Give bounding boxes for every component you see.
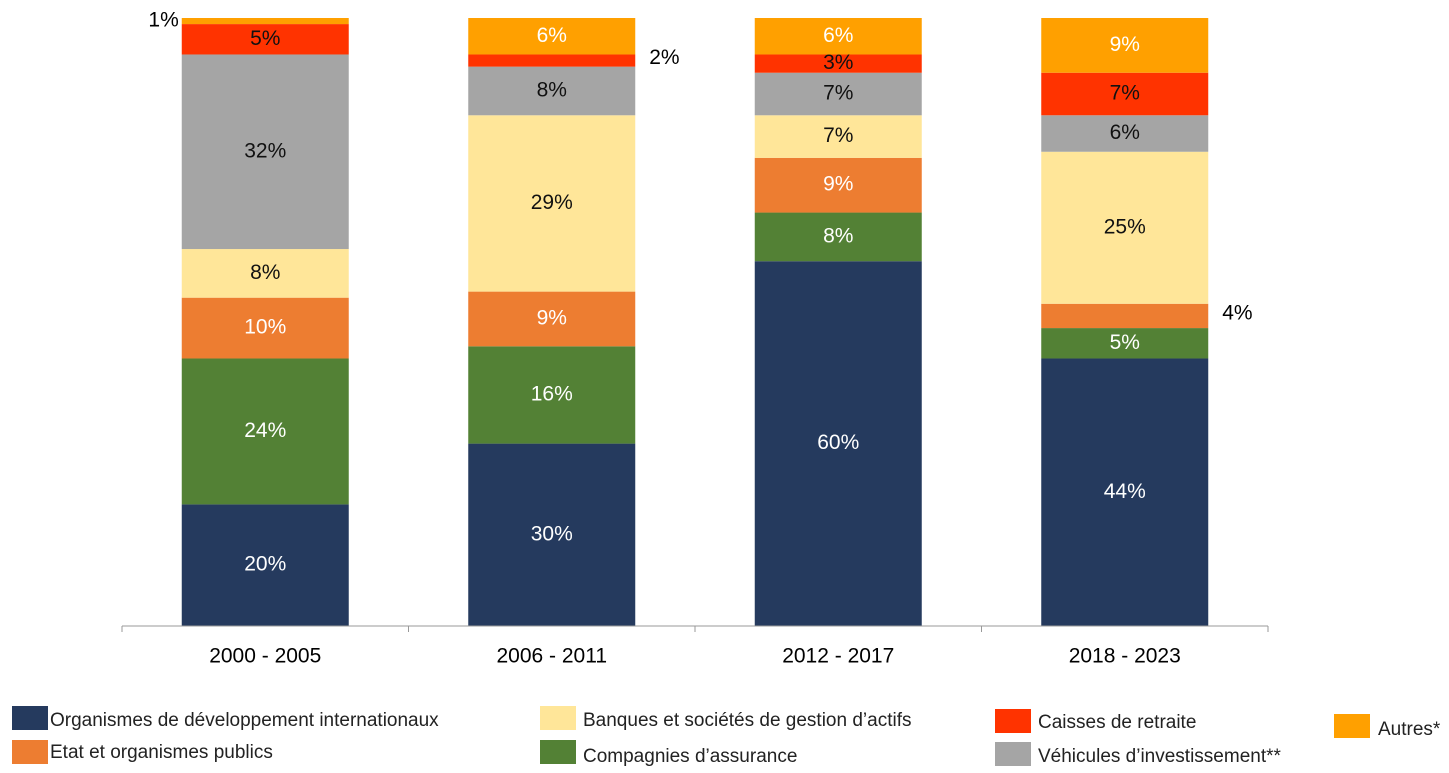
legend-label: Autres* [1378, 719, 1441, 740]
data-label: 44% [1104, 480, 1146, 503]
bar-segment [1041, 303, 1209, 329]
data-label: 6% [537, 24, 567, 47]
bar-segment [181, 297, 349, 359]
bar-segment [468, 291, 636, 347]
data-label: 7% [1110, 82, 1140, 105]
bar-segment [1041, 151, 1209, 304]
bar-segment [754, 54, 922, 73]
x-tick-label: 2006 - 2011 [496, 645, 607, 668]
data-label: 9% [823, 173, 853, 196]
bar-segment [1041, 72, 1209, 116]
legend-label: Caisses de retraite [1038, 712, 1196, 733]
data-label: 5% [1110, 331, 1140, 354]
bar-segment [468, 54, 636, 67]
bar-segment [1041, 358, 1209, 626]
bar-segment [181, 24, 349, 55]
bar-segment [181, 504, 349, 626]
bar-segment [754, 72, 922, 116]
legend-label: Banques et sociétés de gestion d’actifs [583, 710, 911, 731]
legend-swatch [12, 740, 48, 764]
bar-segment [468, 346, 636, 444]
bar-segment [754, 18, 922, 55]
x-tick-label: 2018 - 2023 [1069, 645, 1181, 668]
data-label: 7% [823, 82, 853, 105]
data-label: 1% [148, 9, 178, 32]
bar-segment [1041, 115, 1209, 152]
bar-segment [468, 18, 636, 55]
bar-segment [754, 115, 922, 158]
x-tick-label: 2012 - 2017 [782, 645, 894, 668]
legend-swatch [1334, 714, 1370, 738]
data-label: 9% [1110, 33, 1140, 56]
data-label: 10% [244, 316, 286, 339]
data-label: 29% [531, 191, 573, 214]
data-label: 8% [250, 261, 280, 284]
bar-segment [468, 66, 636, 116]
data-label: 7% [823, 124, 853, 147]
data-label: 8% [537, 79, 567, 102]
data-label: 6% [1110, 121, 1140, 144]
data-label: 2% [649, 46, 679, 69]
bar-segment [754, 261, 922, 626]
data-label: 24% [244, 419, 286, 442]
bar-segment [181, 18, 349, 25]
bar-segment [468, 443, 636, 626]
legend-label: Véhicules d’investissement** [1038, 746, 1282, 767]
bar-segment [1041, 328, 1209, 359]
data-label: 4% [1222, 301, 1252, 324]
data-label: 60% [817, 431, 859, 454]
data-label: 16% [531, 383, 573, 406]
bar-segment [1041, 18, 1209, 73]
x-tick-label: 2000 - 2005 [209, 645, 321, 668]
legend-swatch [995, 742, 1031, 766]
bar-segment [181, 249, 349, 298]
bar-segment [754, 212, 922, 262]
legend-swatch [12, 706, 48, 730]
legend-label: Etat et organismes publics [50, 742, 273, 763]
legend-swatch [540, 706, 576, 730]
legend-label: Organismes de développement internationa… [50, 710, 439, 731]
bar-segment [468, 115, 636, 292]
data-label: 9% [537, 307, 567, 330]
bar-segment [754, 157, 922, 213]
bar-segment [181, 358, 349, 505]
legend-swatch [540, 740, 576, 764]
data-label: 8% [823, 224, 853, 247]
data-label: 30% [531, 522, 573, 545]
legend-label: Compagnies d’assurance [583, 746, 797, 767]
data-label: 20% [244, 553, 286, 576]
data-label: 32% [244, 139, 286, 162]
data-label: 25% [1104, 215, 1146, 238]
legend-swatch [995, 709, 1031, 733]
data-label: 5% [250, 27, 280, 50]
data-label: 3% [823, 51, 853, 74]
bar-segment [181, 54, 349, 250]
data-label: 6% [823, 24, 853, 47]
